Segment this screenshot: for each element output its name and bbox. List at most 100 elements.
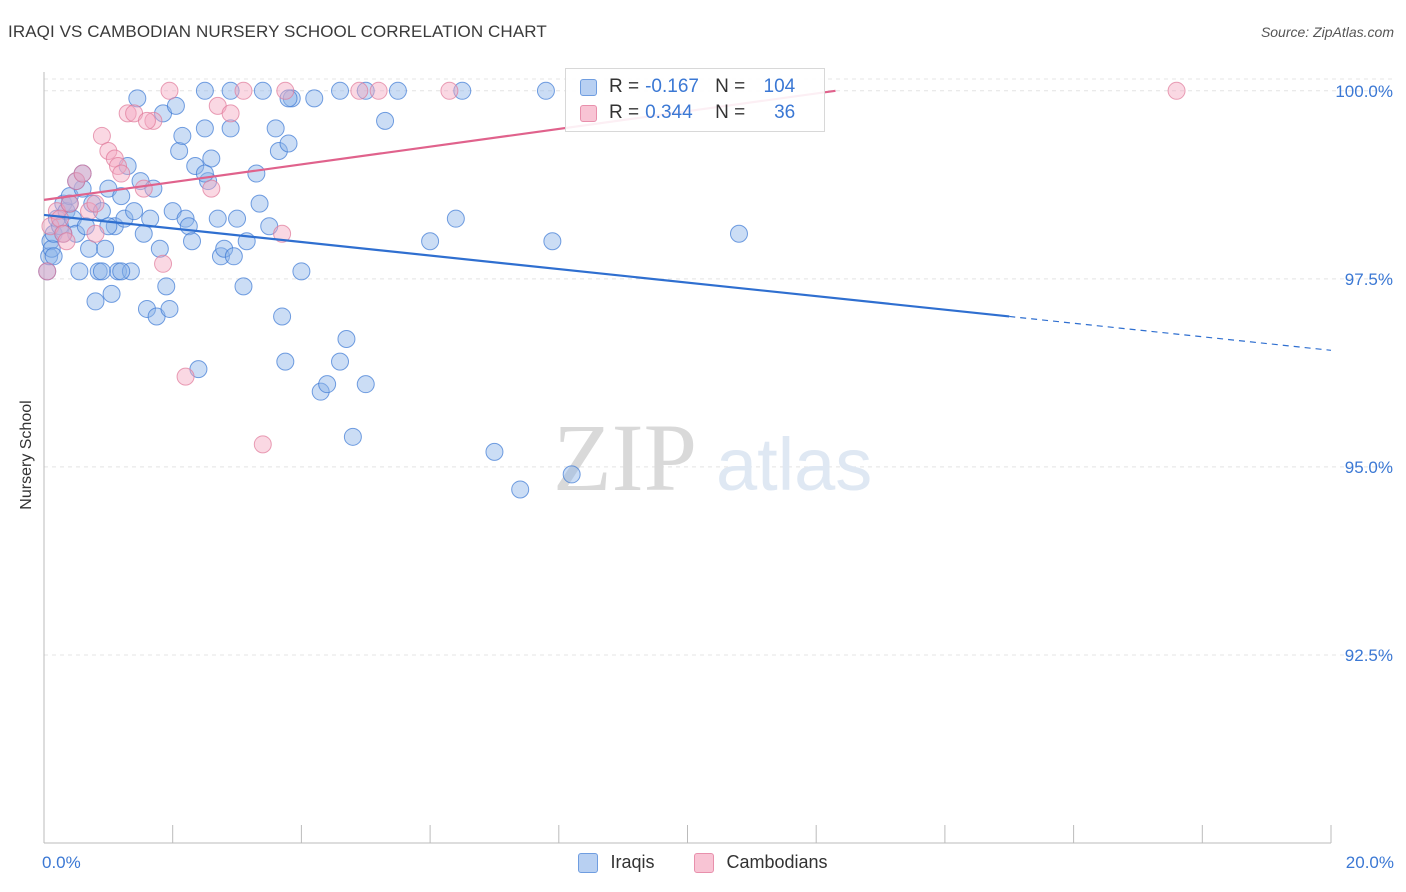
point-iraqis <box>276 352 295 371</box>
y-tick-labels: 100.0% 97.5% 95.0% 92.5% <box>1335 82 1393 665</box>
point-iraqis <box>128 89 147 108</box>
point-iraqis <box>157 277 176 296</box>
point-cambodians <box>273 224 292 243</box>
point-iraqis <box>273 307 292 326</box>
point-iraqis <box>80 239 99 258</box>
point-iraqis <box>376 111 395 130</box>
point-iraqis <box>224 247 243 266</box>
gridlines <box>44 78 1392 656</box>
point-iraqis <box>134 224 153 243</box>
point-iraqis <box>183 232 202 251</box>
axes <box>43 72 1332 844</box>
point-cambodians <box>1167 81 1186 100</box>
point-iraqis <box>202 149 221 168</box>
point-cambodians <box>369 81 388 100</box>
point-iraqis <box>279 134 298 153</box>
point-iraqis <box>86 292 105 311</box>
point-iraqis <box>70 262 89 281</box>
point-cambodians <box>112 164 131 183</box>
point-cambodians <box>118 104 137 123</box>
point-iraqis <box>292 262 311 281</box>
point-iraqis <box>453 81 472 100</box>
legend-item-cambodians[interactable]: Cambodians <box>694 852 828 873</box>
cambodians-legend-swatch <box>694 852 715 873</box>
point-iraqis <box>729 224 748 243</box>
legend-item-iraqis[interactable]: Iraqis <box>578 852 654 873</box>
point-cambodians <box>234 81 253 100</box>
point-iraqis <box>343 427 362 446</box>
point-iraqis <box>166 96 185 115</box>
r-value-iraqis: -0.167 <box>645 76 699 97</box>
point-iraqis <box>337 330 356 349</box>
point-iraqis <box>112 187 131 206</box>
point-cambodians <box>92 126 111 145</box>
x-axis-max-label: 20.0% <box>1345 853 1394 872</box>
point-iraqis <box>160 299 179 318</box>
point-iraqis <box>305 89 324 108</box>
point-cambodians <box>134 179 153 198</box>
chart-title: IRAQI VS CAMBODIAN NURSERY SCHOOL CORREL… <box>8 22 547 41</box>
point-iraqis <box>331 81 350 100</box>
cambodians-swatch <box>580 104 597 122</box>
point-iraqis <box>511 480 530 499</box>
point-cambodians <box>253 435 272 454</box>
point-cambodians <box>221 104 240 123</box>
iraqis-swatch <box>580 78 597 96</box>
point-iraqis <box>250 194 269 213</box>
point-cambodians <box>144 111 163 130</box>
point-cambodians <box>276 81 295 100</box>
y-tick-label: 92.5% <box>1345 646 1393 665</box>
point-iraqis <box>247 164 266 183</box>
point-cambodians <box>86 194 105 213</box>
point-iraqis <box>311 382 330 401</box>
source-label: Source: ZipAtlas.com <box>1260 24 1394 40</box>
point-iraqis <box>356 81 375 100</box>
point-iraqis <box>356 375 375 394</box>
point-iraqis <box>562 465 581 484</box>
point-iraqis <box>228 209 247 228</box>
point-iraqis <box>170 141 189 160</box>
r-value-cambodians: 0.344 <box>645 102 693 123</box>
y-tick-label: 100.0% <box>1335 82 1393 101</box>
n-label: N = <box>715 102 746 123</box>
point-iraqis <box>102 284 121 303</box>
point-iraqis <box>221 81 240 100</box>
point-cambodians <box>202 179 221 198</box>
watermark-atlas: atlas <box>716 423 872 506</box>
point-iraqis <box>253 81 272 100</box>
point-iraqis <box>543 232 562 251</box>
r-label: R = <box>609 102 640 123</box>
point-iraqis <box>536 81 555 100</box>
point-iraqis <box>150 239 169 258</box>
data-points <box>38 81 1186 499</box>
iraqis-legend-swatch <box>578 852 599 873</box>
point-iraqis <box>125 202 144 221</box>
point-iraqis <box>73 179 92 198</box>
point-cambodians <box>176 367 195 386</box>
point-iraqis <box>186 157 205 176</box>
point-iraqis <box>195 119 214 138</box>
point-cambodians <box>350 81 369 100</box>
n-value-iraqis: 104 <box>763 76 796 97</box>
point-iraqis <box>96 239 115 258</box>
point-iraqis <box>215 239 234 258</box>
point-iraqis <box>67 224 86 243</box>
point-cambodians <box>67 172 86 191</box>
point-cambodians <box>57 232 76 251</box>
point-iraqis <box>331 352 350 371</box>
point-cambodians <box>154 254 173 273</box>
point-cambodians <box>160 81 179 100</box>
point-iraqis <box>221 119 240 138</box>
point-iraqis <box>179 217 198 236</box>
point-cambodians <box>99 141 118 160</box>
series-cambodians <box>38 81 1186 454</box>
point-iraqis <box>234 277 253 296</box>
trend-line-iraqis <box>43 213 1010 318</box>
point-iraqis <box>318 375 337 394</box>
n-value-cambodians: 36 <box>774 102 796 123</box>
iraqis-legend-label: Iraqis <box>610 852 655 872</box>
point-iraqis <box>121 262 140 281</box>
point-iraqis <box>92 262 111 281</box>
y-tick-label: 95.0% <box>1345 458 1393 477</box>
point-iraqis <box>446 209 465 228</box>
